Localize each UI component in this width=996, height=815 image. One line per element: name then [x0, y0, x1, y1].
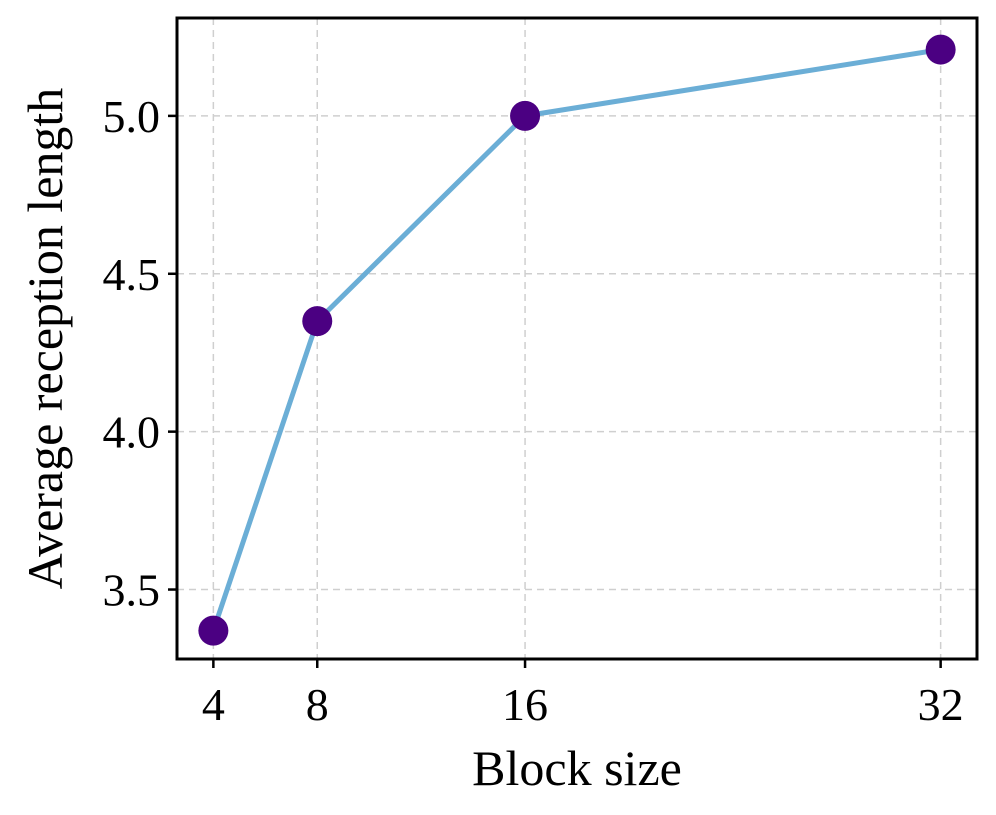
- y-tick-label: 4.5: [103, 249, 161, 300]
- data-point: [510, 100, 541, 131]
- x-tick-label: 8: [306, 679, 329, 730]
- plot-area-frame: [175, 16, 979, 661]
- series-line: [210, 47, 942, 632]
- data-point: [198, 615, 229, 646]
- data-point: [925, 34, 956, 65]
- axis-ticks: 4 8 16 32 3.5 4.0 4.5 5.0: [103, 91, 964, 730]
- x-tick-label: 16: [502, 679, 548, 730]
- y-tick-label: 5.0: [103, 91, 161, 142]
- grid-lines: [177, 18, 977, 659]
- y-tick-label: 3.5: [103, 565, 161, 616]
- x-axis-title: Block size: [472, 740, 682, 796]
- y-axis-title: Average reception length: [17, 88, 73, 590]
- y-tick-label: 4.0: [103, 407, 161, 458]
- x-tick-label: 4: [202, 679, 225, 730]
- data-series: [198, 34, 956, 646]
- data-point: [302, 306, 333, 337]
- x-tick-label: 32: [918, 679, 964, 730]
